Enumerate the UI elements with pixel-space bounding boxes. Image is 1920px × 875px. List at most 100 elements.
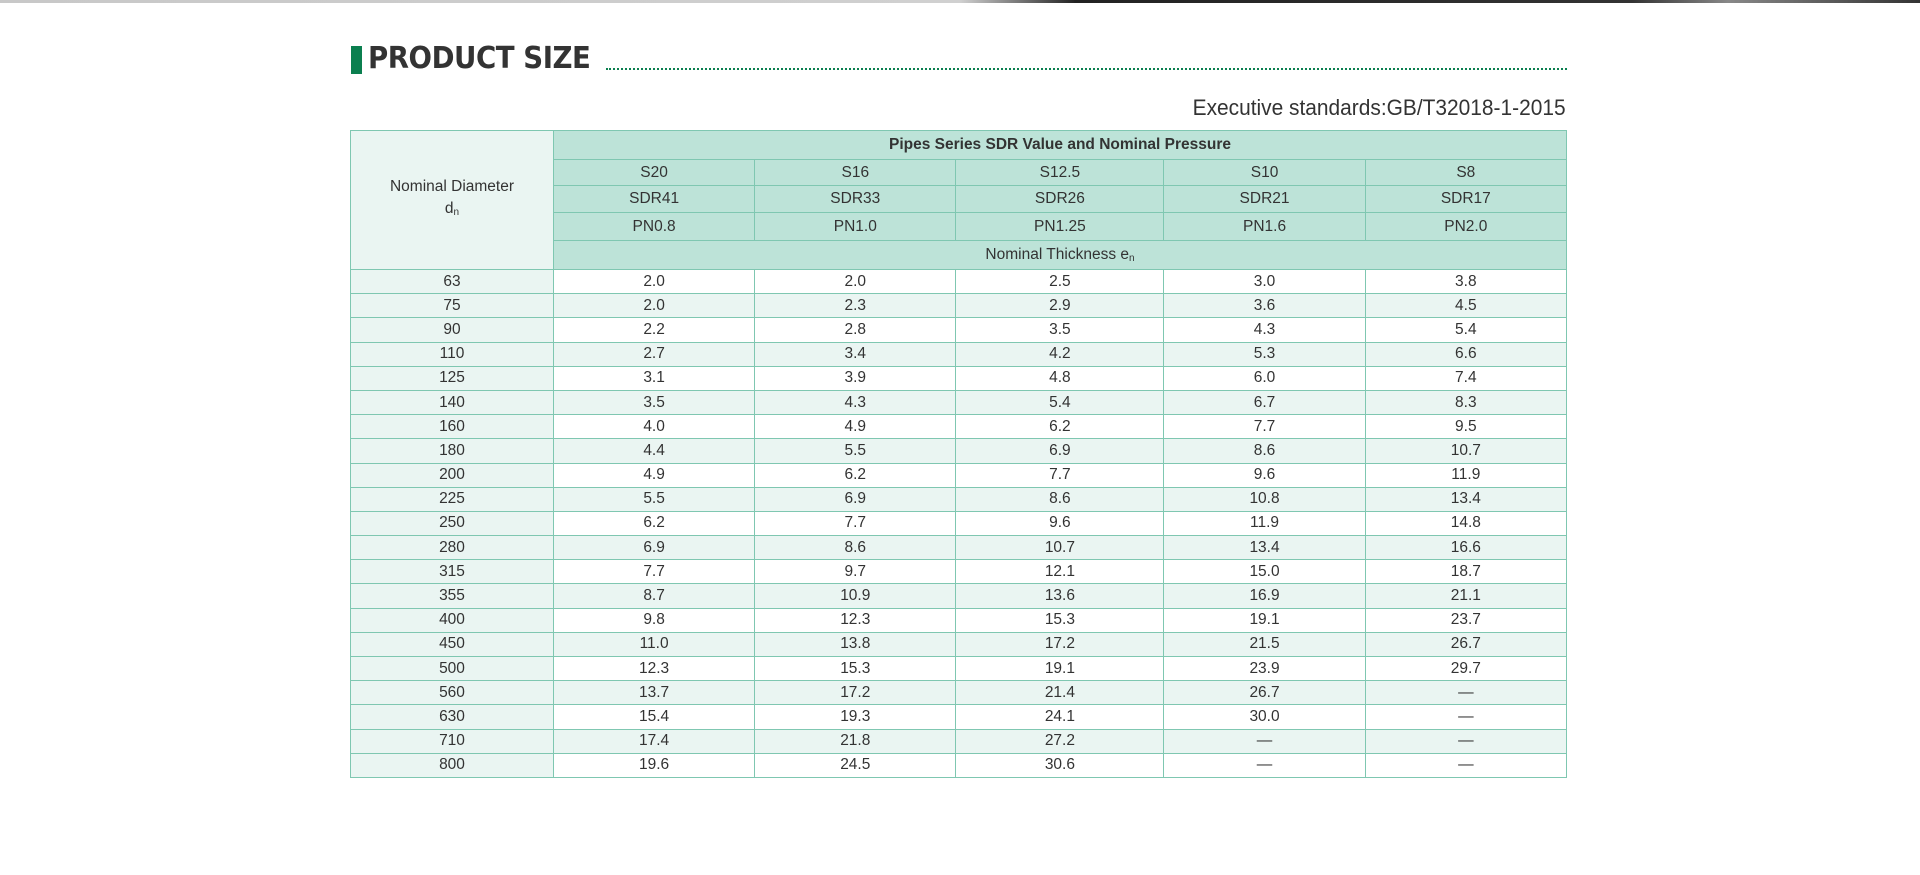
- diameter-cell: 75: [350, 293, 554, 319]
- thickness-cell: 7.7: [754, 510, 957, 537]
- thickness-cell: 26.7: [1364, 631, 1568, 658]
- thickness-cell: 19.1: [1163, 607, 1366, 633]
- thickness-cell: 24.1: [955, 704, 1165, 730]
- thickness-cell: 9.7: [754, 559, 957, 585]
- table-row: 630 15.4 19.3 24.1 30.0—: [350, 704, 1568, 730]
- thickness-cell: 5.5: [552, 486, 756, 512]
- thickness-header: Nominal Thickness en: [553, 240, 1567, 270]
- thickness-cell: 3.8: [1364, 268, 1568, 295]
- diameter-cell: 180: [350, 438, 554, 464]
- thickness-cell: 7.7: [1163, 414, 1366, 440]
- pn-header: PN1.0: [754, 212, 957, 241]
- thickness-cell: 21.1: [1364, 583, 1568, 609]
- table-row: 355 8.7 10.9 13.6 16.9 21.1: [350, 583, 1568, 609]
- thickness-cell: 27.2: [955, 728, 1165, 754]
- thickness-cell: 2.8: [754, 317, 957, 343]
- table-row: 280 6.9 8.6 10.7 13.4 16.6: [350, 535, 1568, 561]
- diameter-cell: 630: [350, 704, 554, 730]
- thickness-cell: —: [1163, 752, 1366, 778]
- thickness-cell: 8.6: [1163, 438, 1366, 464]
- diameter-cell: 560: [350, 680, 554, 706]
- table-row: 125 3.1 3.9 4.8 6.0 7.4: [350, 365, 1568, 391]
- thickness-cell: 17.2: [754, 680, 957, 706]
- thickness-cell: 15.3: [754, 655, 957, 682]
- thickness-cell: 13.6: [955, 583, 1165, 609]
- thickness-cell: 15.4: [552, 704, 756, 730]
- diameter-cell: 315: [350, 559, 554, 585]
- thickness-cell: 9.6: [955, 510, 1165, 537]
- diameter-cell: 160: [350, 414, 554, 440]
- thickness-cell: 6.9: [955, 438, 1165, 464]
- thickness-cell: 13.4: [1163, 535, 1366, 561]
- title-accent-bar: [351, 46, 362, 74]
- thickness-cell: 9.6: [1163, 462, 1366, 488]
- diameter-cell: 140: [350, 389, 554, 416]
- diameter-cell: 500: [350, 655, 554, 682]
- product-size-table: Nominal Diameter dn Pipes Series SDR Val…: [350, 130, 1568, 778]
- thickness-cell: 29.7: [1364, 655, 1568, 682]
- thickness-cell: 23.7: [1364, 607, 1568, 633]
- thickness-cell: 6.6: [1364, 341, 1568, 367]
- thickness-cell: 10.7: [1364, 438, 1568, 464]
- thickness-cell: 7.7: [552, 559, 756, 585]
- thickness-label: Nominal Thickness e: [985, 246, 1130, 263]
- thickness-cell: 17.4: [552, 728, 756, 754]
- thickness-cell: —: [1364, 728, 1568, 754]
- thickness-cell: 3.0: [1163, 268, 1366, 295]
- corner-sub-index: n: [453, 207, 460, 218]
- thickness-cell: 8.7: [552, 583, 756, 609]
- thickness-cell: 21.8: [754, 728, 957, 754]
- thickness-cell: 2.9: [955, 293, 1165, 319]
- diameter-cell: 710: [350, 728, 554, 754]
- thickness-cell: 11.0: [552, 631, 756, 658]
- thickness-cell: 13.8: [754, 631, 957, 658]
- thickness-cell: 2.2: [552, 317, 756, 343]
- table-row: 180 4.4 5.5 6.9 8.6 10.7: [350, 438, 1568, 464]
- thickness-cell: 26.7: [1163, 680, 1366, 706]
- thickness-cell: 5.3: [1163, 341, 1366, 367]
- table-row: 250 6.2 7.7 9.6 11.9 14.8: [350, 510, 1568, 537]
- dotted-divider: [605, 68, 1567, 70]
- table-row: 90 2.2 2.8 3.5 4.3 5.4: [350, 317, 1568, 343]
- diameter-cell: 110: [350, 341, 554, 367]
- thickness-cell: 4.2: [955, 341, 1165, 367]
- thickness-cell: 17.2: [955, 631, 1165, 658]
- thickness-cell: 30.6: [955, 752, 1165, 778]
- thickness-cell: 3.6: [1163, 293, 1366, 319]
- section-header: PRODUCT SIZE: [351, 42, 1567, 76]
- thickness-cell: 13.4: [1364, 486, 1568, 512]
- thickness-cell: 6.2: [754, 462, 957, 488]
- thickness-cell: 24.5: [754, 752, 957, 778]
- thickness-cell: 8.6: [955, 486, 1165, 512]
- thickness-cell: 6.2: [552, 510, 756, 537]
- thickness-cell: 10.7: [955, 535, 1165, 561]
- thickness-cell: 7.4: [1364, 365, 1568, 391]
- thickness-cell: 19.3: [754, 704, 957, 730]
- thickness-cell: 16.9: [1163, 583, 1366, 609]
- thickness-cell: 3.5: [955, 317, 1165, 343]
- thickness-cell: 6.7: [1163, 389, 1366, 416]
- series-header: S16: [754, 159, 957, 186]
- thickness-cell: 14.8: [1364, 510, 1568, 537]
- thickness-cell: 3.9: [754, 365, 957, 391]
- table-row: 160 4.0 4.9 6.2 7.7 9.5: [350, 414, 1568, 440]
- thickness-cell: 19.1: [955, 655, 1165, 682]
- diameter-cell: 355: [350, 583, 554, 609]
- table-row: 63 2.0 2.0 2.5 3.0 3.8: [350, 268, 1568, 295]
- pn-header: PN1.6: [1163, 212, 1366, 241]
- diameter-cell: 90: [350, 317, 554, 343]
- thickness-cell: 3.1: [552, 365, 756, 391]
- diameter-cell: 280: [350, 535, 554, 561]
- thickness-cell: —: [1364, 680, 1568, 706]
- sdr-header: SDR21: [1163, 185, 1366, 213]
- pn-header: PN0.8: [552, 212, 756, 241]
- diameter-cell: 200: [350, 462, 554, 488]
- diameter-cell: 225: [350, 486, 554, 512]
- thickness-cell: 10.8: [1163, 486, 1366, 512]
- thickness-cell: 4.9: [552, 462, 756, 488]
- thickness-cell: —: [1364, 704, 1568, 730]
- thickness-cell: 12.3: [552, 655, 756, 682]
- table-row: 140 3.5 4.3 5.4 6.7 8.3: [350, 389, 1568, 416]
- executive-standard: Executive standards:GB/T32018-1-2015: [1193, 95, 1566, 120]
- corner-sub: d: [444, 200, 454, 217]
